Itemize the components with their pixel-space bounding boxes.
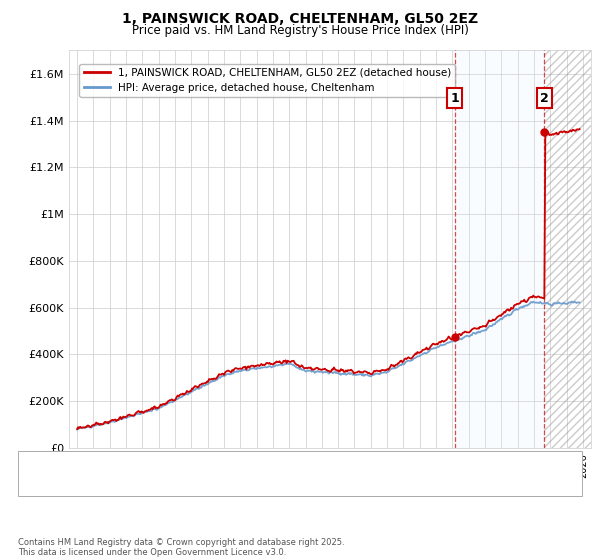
Text: £475,000: £475,000 [228,460,281,470]
Text: 1: 1 [23,460,31,470]
Text: 1: 1 [450,92,459,105]
Text: £1,350,000: £1,350,000 [228,479,291,489]
Legend: 1, PAINSWICK ROAD, CHELTENHAM, GL50 2EZ (detached house), HPI: Average price, de: 1, PAINSWICK ROAD, CHELTENHAM, GL50 2EZ … [79,64,455,97]
Text: 119% ↑ HPI: 119% ↑ HPI [372,479,439,489]
Bar [455,50,544,448]
Text: Contains HM Land Registry data © Crown copyright and database right 2025.
This d: Contains HM Land Registry data © Crown c… [18,538,344,557]
Text: 24-AUG-2023: 24-AUG-2023 [72,479,146,489]
Text: 1, PAINSWICK ROAD, CHELTENHAM, GL50 2EZ: 1, PAINSWICK ROAD, CHELTENHAM, GL50 2EZ [122,12,478,26]
Text: 2: 2 [540,92,549,105]
Text: Price paid vs. HM Land Registry's House Price Index (HPI): Price paid vs. HM Land Registry's House … [131,24,469,36]
Text: 23-FEB-2018: 23-FEB-2018 [72,460,143,470]
Bar [544,50,591,448]
Bar [544,50,591,448]
Text: 2: 2 [23,479,31,489]
Text: 1% ↑ HPI: 1% ↑ HPI [372,460,424,470]
